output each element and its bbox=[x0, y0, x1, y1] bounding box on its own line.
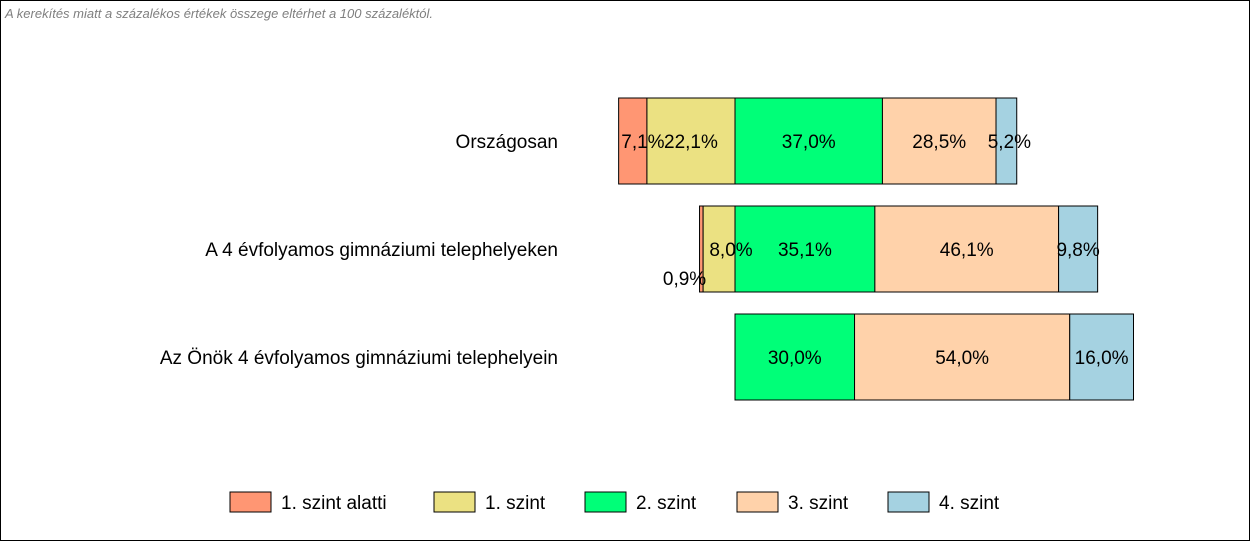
legend-label: 1. szint bbox=[485, 493, 546, 514]
data-label: 16,0% bbox=[1075, 348, 1129, 369]
legend-swatch bbox=[736, 491, 779, 513]
bar-segment bbox=[702, 205, 736, 293]
legend-swatch bbox=[229, 491, 272, 513]
data-label: 7,1% bbox=[621, 132, 664, 153]
legend-swatch bbox=[584, 491, 627, 513]
bar-segment bbox=[1058, 205, 1099, 293]
data-label: 54,0% bbox=[935, 348, 989, 369]
bar-segment bbox=[646, 97, 736, 185]
category-label: A 4 évfolyamos gimnáziumi telephelyeken bbox=[205, 240, 558, 261]
data-label: 9,8% bbox=[1056, 240, 1099, 261]
data-label: 28,5% bbox=[912, 132, 966, 153]
data-label: 8,0% bbox=[709, 240, 752, 261]
bar-segment bbox=[734, 205, 876, 293]
bar-segment bbox=[874, 205, 1060, 293]
legend-label: 3. szint bbox=[788, 493, 849, 514]
bar-segment bbox=[1069, 313, 1134, 401]
category-label: Országosan bbox=[456, 132, 558, 153]
data-label: 22,1% bbox=[664, 132, 718, 153]
bar-segment bbox=[734, 313, 856, 401]
legend-label: 1. szint alatti bbox=[281, 493, 387, 514]
legend-label: 4. szint bbox=[939, 493, 1000, 514]
data-label: 37,0% bbox=[782, 132, 836, 153]
data-label: 46,1% bbox=[940, 240, 994, 261]
data-label: 0,9% bbox=[663, 269, 706, 290]
category-label: Az Önök 4 évfolyamos gimnáziumi telephel… bbox=[160, 348, 558, 369]
bar-segment bbox=[881, 97, 997, 185]
legend-label: 2. szint bbox=[636, 493, 697, 514]
data-label: 30,0% bbox=[768, 348, 822, 369]
legend-swatch bbox=[887, 491, 930, 513]
legend-swatch bbox=[433, 491, 476, 513]
bar-segment bbox=[854, 313, 1071, 401]
bar-segment bbox=[995, 97, 1018, 185]
rounding-note: A kerekítés miatt a százalékos értékek ö… bbox=[5, 6, 434, 21]
data-label: 5,2% bbox=[988, 132, 1031, 153]
data-label: 35,1% bbox=[778, 240, 832, 261]
